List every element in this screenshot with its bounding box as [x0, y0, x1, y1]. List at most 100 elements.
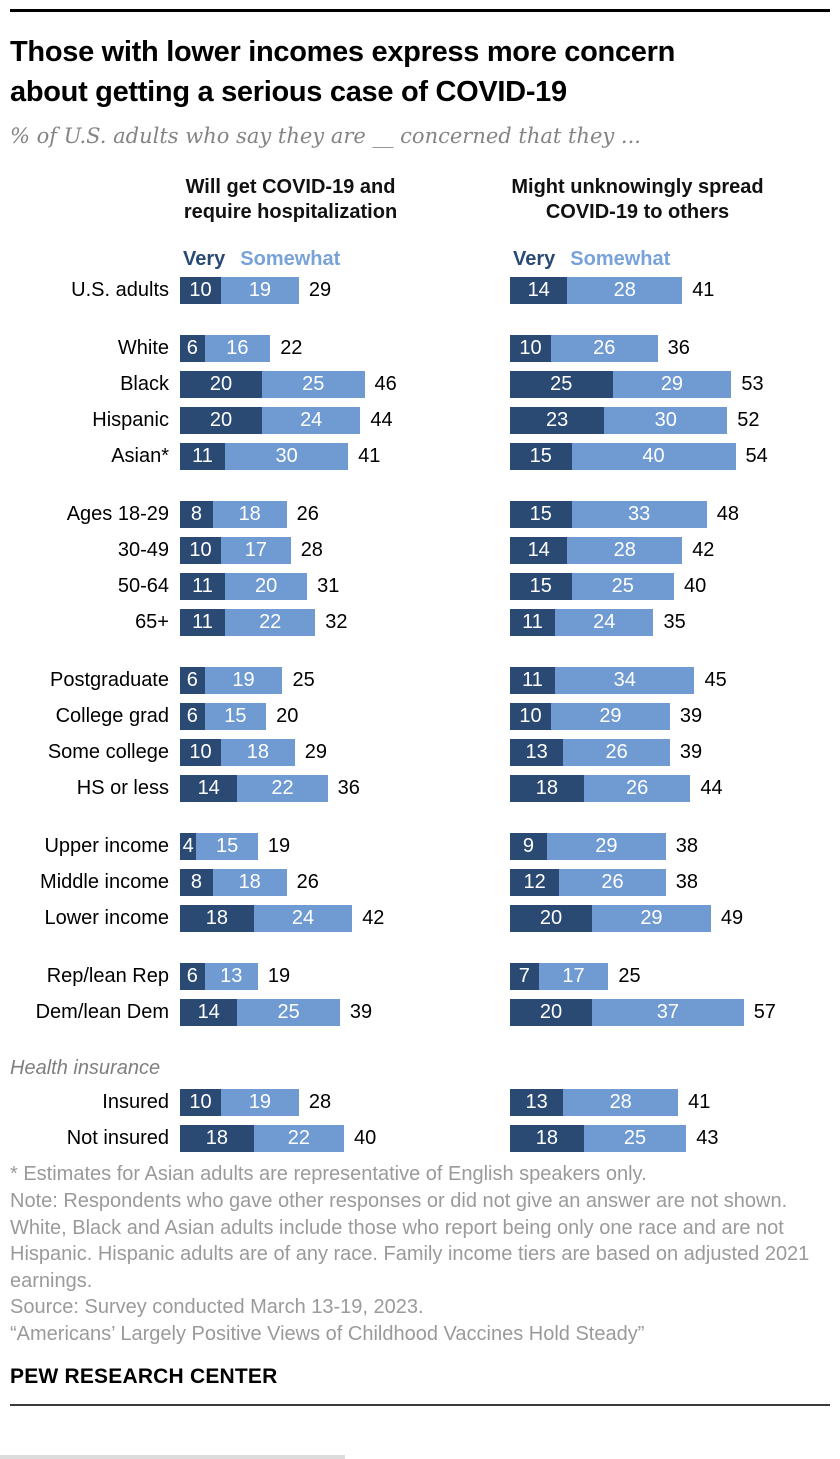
bar-segment-somewhat: 18	[212, 501, 287, 529]
bar-segment-very: 20	[180, 371, 262, 399]
row-label: College grad	[55, 705, 169, 728]
header-spacer	[443, 175, 485, 225]
bar-row: Insured 10 19 28 13 28 41	[10, 1089, 830, 1117]
total-value-label: 57	[753, 1001, 776, 1024]
pew-research-center-wordmark: PEW RESEARCH CENTER	[10, 1364, 278, 1388]
page-title: Those with lower incomes express more co…	[10, 33, 830, 112]
bar-segment-very: 14	[510, 277, 568, 305]
row-label: White	[117, 337, 169, 360]
chart-subtitle: % of U.S. adults who say they are __ con…	[10, 124, 641, 149]
bar-segment-very: 11	[180, 573, 226, 601]
legend-very-label: Very	[183, 248, 226, 271]
left-bar-zone: 11 22 32	[180, 609, 510, 637]
bar-segment-very: 15	[510, 573, 572, 601]
right-bar-zone: 9 29 38	[510, 833, 830, 861]
bar-segment-very: 10	[180, 277, 221, 305]
total-value-label: 41	[692, 279, 715, 302]
bar-segment-somewhat: 17	[221, 537, 291, 565]
stacked-bar: 20 29	[510, 905, 711, 933]
stacked-bar: 8 18	[180, 869, 287, 897]
bar-segment-somewhat: 30	[604, 407, 728, 435]
bar-row: Black 20 25 46 25 29 53	[10, 371, 830, 399]
total-value-label: 31	[317, 575, 340, 598]
total-value-label: 40	[684, 575, 707, 598]
total-value-label: 52	[737, 409, 760, 432]
right-bar-zone: 18 26 44	[510, 775, 830, 803]
bar-row: 50-64 11 20 31 15 25 40	[10, 573, 830, 601]
stacked-bar: 15 33	[510, 501, 707, 529]
total-value-label: 20	[276, 705, 299, 728]
stacked-bar: 11 20	[180, 573, 308, 601]
total-value-label: 38	[675, 871, 699, 894]
total-value-label: 42	[692, 539, 715, 562]
bar-group: Ages 18-29 8 18 26 15 33 48 30-49 10 17 28 14 28 42 50…	[10, 501, 830, 637]
bar-segment-somewhat: 29	[546, 833, 666, 861]
bar-segment-very: 18	[510, 1125, 584, 1153]
bar-segment-somewhat: 26	[583, 775, 691, 803]
section-label: Health insurance	[10, 1057, 161, 1080]
bar-segment-very: 15	[510, 443, 572, 471]
total-value-label: 26	[296, 871, 319, 894]
left-bar-zone: 8 18 26	[180, 501, 510, 529]
stacked-bar: 18 22	[180, 1125, 344, 1153]
total-value-label: 46	[374, 373, 397, 396]
stacked-bar: 13 26	[510, 739, 670, 767]
bar-segment-somewhat: 25	[571, 573, 674, 601]
total-value-label: 29	[308, 279, 332, 302]
right-bar-zone: 23 30 52	[510, 407, 830, 435]
stacked-bar: 9 29	[510, 833, 666, 861]
bar-segment-somewhat: 29	[592, 905, 711, 933]
left-bar-zone: 18 22 40	[180, 1125, 510, 1153]
bar-segment-very: 18	[180, 1125, 254, 1153]
bar-segment-very: 13	[510, 1089, 564, 1117]
bar-group: Rep/lean Rep 6 13 19 7 17 25 Dem/lean Dem 14 25 39…	[10, 963, 830, 1027]
top-divider	[10, 9, 830, 12]
left-bar-zone: 6 13 19	[180, 963, 510, 991]
column-headers: Will get COVID-19 and require hospitaliz…	[10, 175, 830, 225]
left-bar-zone: 10 19 29	[180, 277, 510, 305]
bar-segment-somewhat: 17	[538, 963, 609, 991]
right-bar-zone: 25 29 53	[510, 371, 830, 399]
bar-segment-somewhat: 28	[563, 1089, 679, 1117]
right-bar-zone: 14 28 41	[510, 277, 830, 305]
column-header-right-line-1: Might unknowingly spread	[511, 176, 764, 199]
bar-segment-somewhat: 25	[262, 371, 365, 399]
stacked-bar: 11 30	[180, 443, 349, 471]
left-bar-zone: 18 24 42	[180, 905, 510, 933]
row-label: Black	[120, 373, 169, 396]
stacked-bar: 10 19	[180, 1089, 299, 1117]
legend-somewhat-label: Somewhat	[570, 248, 671, 271]
legend-very-label: Very	[513, 248, 556, 271]
row-label: HS or less	[76, 777, 169, 800]
bar-segment-very: 20	[180, 407, 262, 435]
bar-segment-somewhat: 24	[253, 905, 353, 933]
row-label: 50-64	[117, 575, 169, 598]
row-label: Hispanic	[92, 409, 169, 432]
bar-segment-somewhat: 25	[583, 1125, 687, 1153]
bar-segment-very: 10	[510, 703, 551, 731]
bar-segment-very: 6	[180, 335, 205, 363]
bar-segment-very: 4	[180, 833, 197, 861]
bar-segment-somewhat: 33	[571, 501, 707, 529]
bar-segment-very: 20	[510, 905, 592, 933]
stacked-bar: 13 28	[510, 1089, 679, 1117]
right-bar-zone: 13 28 41	[510, 1089, 830, 1117]
bar-segment-somewhat: 19	[221, 1089, 299, 1117]
right-bar-zone: 15 40 54	[510, 443, 830, 471]
column-header-left-line-2: require hospitalization	[183, 201, 398, 224]
stacked-bar: 6 13	[180, 963, 258, 991]
bar-segment-very: 8	[180, 501, 213, 529]
total-value-label: 39	[679, 741, 703, 764]
bar-group: U.S. adults 10 19 29 14 28 41	[10, 277, 830, 305]
bar-segment-very: 13	[510, 739, 564, 767]
chart-page: Those with lower incomes express more co…	[0, 9, 840, 1459]
stacked-bar: 20 37	[510, 999, 744, 1027]
bar-row: HS or less 14 22 36 18 26 44	[10, 775, 830, 803]
bar-row: Upper income 4 15 19 9 29 38	[10, 833, 830, 861]
right-bar-zone: 20 29 49	[510, 905, 830, 933]
bar-segment-somewhat: 22	[237, 775, 328, 803]
left-bar-zone: 11 20 31	[180, 573, 510, 601]
row-label: 30-49	[117, 539, 169, 562]
row-label: Postgraduate	[50, 669, 169, 692]
bar-segment-very: 10	[180, 537, 221, 565]
